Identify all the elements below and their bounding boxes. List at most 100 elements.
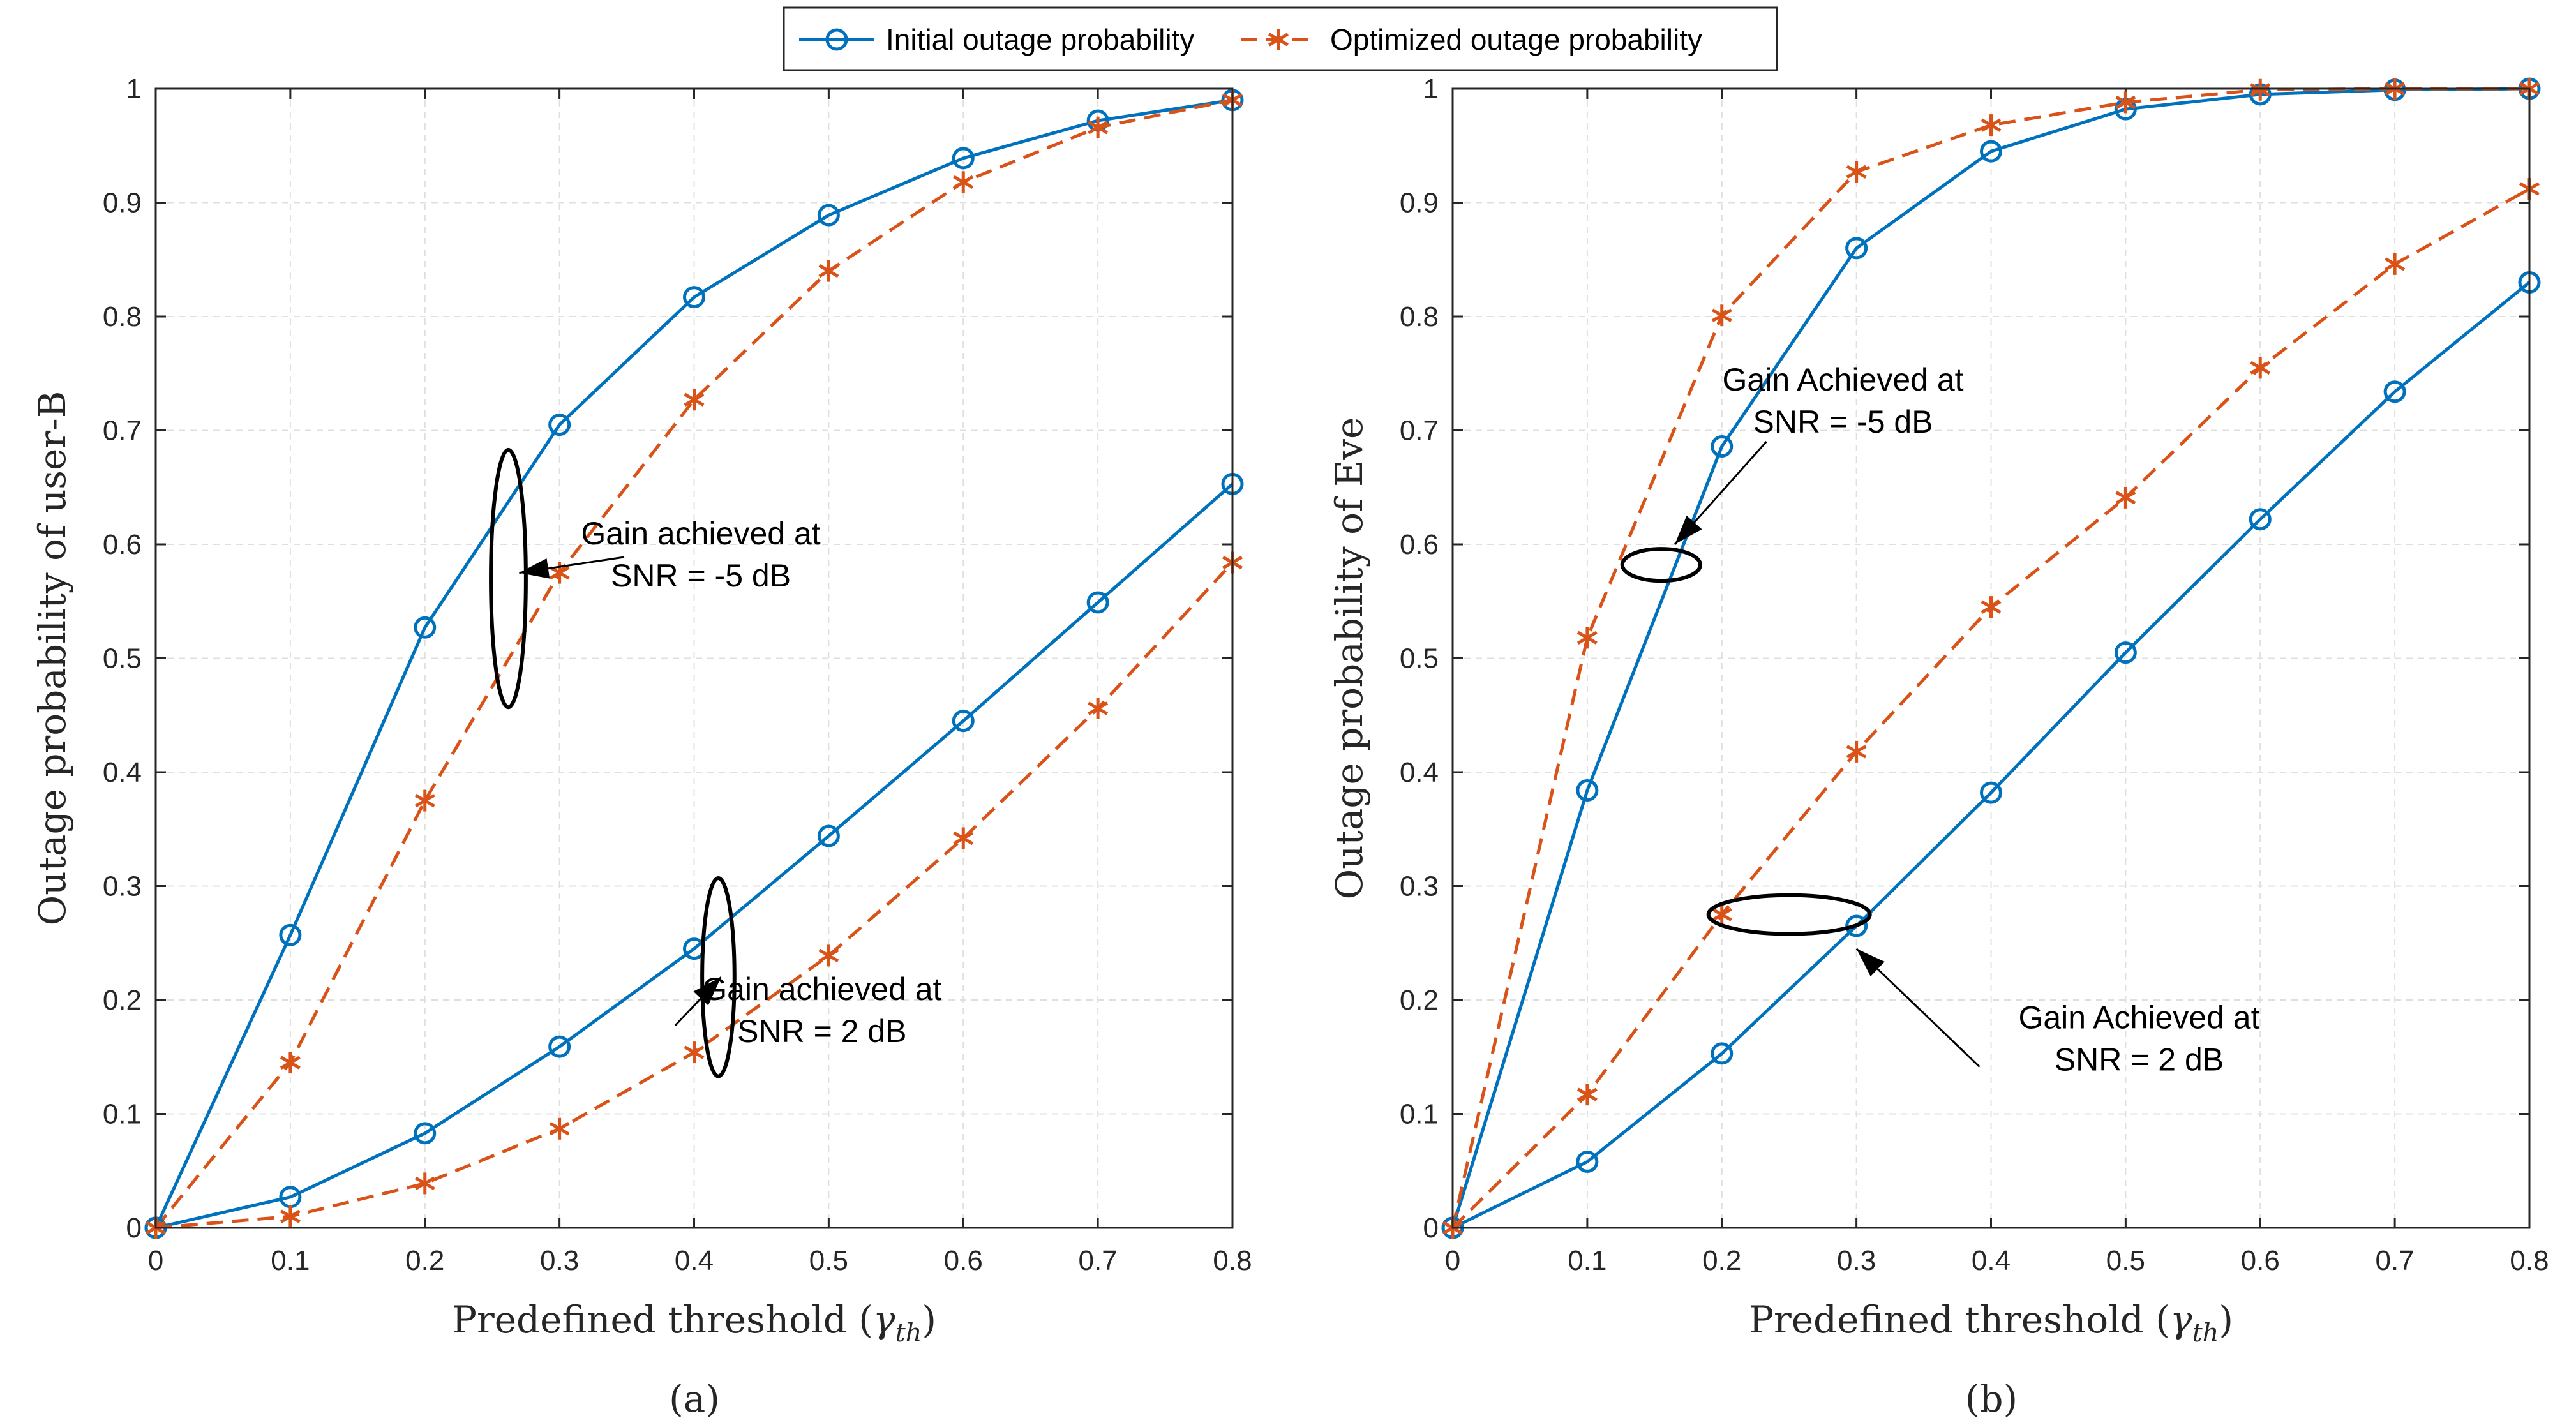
data-point-series-1 xyxy=(548,414,571,436)
annotation-line: SNR = -5 dB xyxy=(611,558,791,593)
data-point-series-2 xyxy=(1981,114,2002,137)
y-tick-label: 0.6 xyxy=(1400,529,1439,560)
annotation-line: Gain achieved at xyxy=(702,971,941,1007)
data-point-series-3 xyxy=(2249,508,2272,531)
x-tick-label: 0.7 xyxy=(1079,1245,1118,1276)
data-point-series-1 xyxy=(1576,779,1599,802)
data-point-series-3 xyxy=(952,710,975,733)
annotation-arrow-head xyxy=(519,558,550,579)
data-point-series-3 xyxy=(817,824,840,847)
data-point-series-2 xyxy=(280,1052,301,1074)
data-point-series-2 xyxy=(2250,78,2271,101)
data-point-series-3 xyxy=(414,1122,437,1145)
y-tick-label: 1 xyxy=(1423,73,1439,105)
y-tick-label: 0.1 xyxy=(103,1099,142,1130)
data-point-series-4 xyxy=(2115,486,2136,509)
x-tick-label: 0.5 xyxy=(2106,1245,2145,1276)
legend-label-2: Optimized outage probability xyxy=(1330,23,1702,56)
data-point-series-1 xyxy=(683,286,705,309)
x-axis-label-main: Predefined threshold ( xyxy=(452,1298,873,1341)
data-point-series-3 xyxy=(2383,380,2406,403)
x-tick-label: 0.7 xyxy=(2376,1245,2415,1276)
data-point-series-2 xyxy=(2115,91,2136,114)
series-line-2 xyxy=(154,98,1233,1229)
data-point-series-2 xyxy=(414,789,435,812)
x-tick-label: 0.2 xyxy=(1702,1245,1741,1276)
x-axis-label-close: ) xyxy=(922,1298,936,1341)
panel-a: 0 0.1 0.2 0.3 0.4 0.5 0.6 0.7 0.8 0 0.1 0.2 0.3 0.4 0.… xyxy=(31,73,1252,1421)
x-axis-label-symbol: γ xyxy=(873,1298,895,1341)
x-tick-label: 0 xyxy=(148,1245,163,1276)
legend-marker-1 xyxy=(825,28,848,51)
data-point-series-3 xyxy=(1086,591,1109,614)
figure-caption: (b) xyxy=(1965,1377,2018,1421)
annotation-line: Gain Achieved at xyxy=(2018,1000,2259,1036)
y-tick-label: 0.3 xyxy=(1400,871,1439,902)
x-tick-label: 0.3 xyxy=(1837,1245,1876,1276)
data-point-series-4 xyxy=(1711,904,1732,926)
data-point-series-4 xyxy=(280,1205,301,1228)
x-tick-label: 0.3 xyxy=(540,1245,579,1276)
data-point-series-4 xyxy=(818,944,839,967)
x-axis-label: Predefined threshold (γth) xyxy=(1749,1298,2233,1348)
data-point-series-4 xyxy=(1576,1084,1598,1106)
data-point-series-2 xyxy=(953,171,974,193)
annotation-line: SNR = -5 dB xyxy=(1753,404,1933,440)
annotation-line: SNR = 2 dB xyxy=(2055,1042,2224,1078)
x-tick-label: 0.1 xyxy=(1568,1245,1606,1276)
plot-frame xyxy=(1451,87,2531,1229)
data-point-series-3 xyxy=(548,1035,571,1058)
data-point-series-4 xyxy=(684,1041,705,1064)
x-axis-label-subscript: th xyxy=(895,1318,922,1348)
series-line-3 xyxy=(1451,281,2531,1230)
data-point-series-3 xyxy=(1980,781,2002,804)
annotation-ellipse xyxy=(1706,893,1872,936)
y-tick-label: 0 xyxy=(126,1212,142,1244)
annotation-text: Gain achieved at SNR = 2 dB xyxy=(702,971,941,1049)
y-tick-label: 0.2 xyxy=(103,985,142,1016)
x-tick-label: 0.4 xyxy=(1972,1245,2011,1276)
y-tick-label: 0.1 xyxy=(1400,1099,1439,1130)
data-point-series-1 xyxy=(1980,140,2002,163)
x-tick-label: 0 xyxy=(1445,1245,1460,1276)
data-point-series-4 xyxy=(1088,698,1109,720)
x-tick-label: 0.8 xyxy=(2510,1245,2549,1276)
annotation-line: Gain Achieved at xyxy=(1723,362,1964,398)
y-axis-label: Outage probability of user-B xyxy=(31,391,74,926)
annotation-text: Gain achieved at SNR = -5 dB xyxy=(581,516,820,593)
x-tick-label: 0.5 xyxy=(809,1245,848,1276)
annotation-arrow-head xyxy=(693,977,721,1006)
y-tick-label: 0.4 xyxy=(103,757,142,788)
annotation-ellipse xyxy=(1620,547,1703,583)
y-tick-label: 0.4 xyxy=(1400,757,1439,788)
data-point-series-1 xyxy=(817,204,840,227)
y-tick-label: 0.6 xyxy=(103,529,142,560)
x-axis-label-subscript: th xyxy=(2192,1318,2219,1348)
data-point-series-4 xyxy=(414,1172,435,1195)
data-point-series-2 xyxy=(1846,161,1867,183)
legend-label-1: Initial outage probability xyxy=(886,23,1194,56)
x-tick-label: 0.6 xyxy=(2241,1245,2280,1276)
figure-caption: (a) xyxy=(669,1377,720,1421)
data-point-series-4 xyxy=(549,1117,570,1140)
series-line-2 xyxy=(1451,87,2529,1228)
data-point-series-2 xyxy=(818,260,839,282)
y-tick-label: 0.8 xyxy=(1400,301,1439,332)
data-point-series-2 xyxy=(1576,627,1598,649)
data-point-series-2 xyxy=(684,389,705,411)
x-axis-label-close: ) xyxy=(2219,1298,2233,1341)
data-point-series-4 xyxy=(2385,253,2406,275)
y-tick-label: 0.2 xyxy=(1400,985,1439,1016)
y-axis-label: Outage probability of Eve xyxy=(1328,417,1371,900)
y-tick-label: 0.8 xyxy=(103,301,142,332)
x-axis-label-main: Predefined threshold ( xyxy=(1749,1298,2170,1341)
annotation-line: Gain achieved at xyxy=(581,516,820,551)
data-point-series-3 xyxy=(1845,914,1868,937)
data-point-series-3 xyxy=(1711,1042,1734,1065)
data-point-series-1 xyxy=(1845,237,1868,260)
annotation-arrow-head xyxy=(1674,516,1702,544)
y-tick-label: 0.5 xyxy=(103,643,142,675)
series-line-1 xyxy=(1451,87,2530,1228)
data-point-series-2 xyxy=(549,562,570,584)
data-point-series-2 xyxy=(1088,116,1109,138)
